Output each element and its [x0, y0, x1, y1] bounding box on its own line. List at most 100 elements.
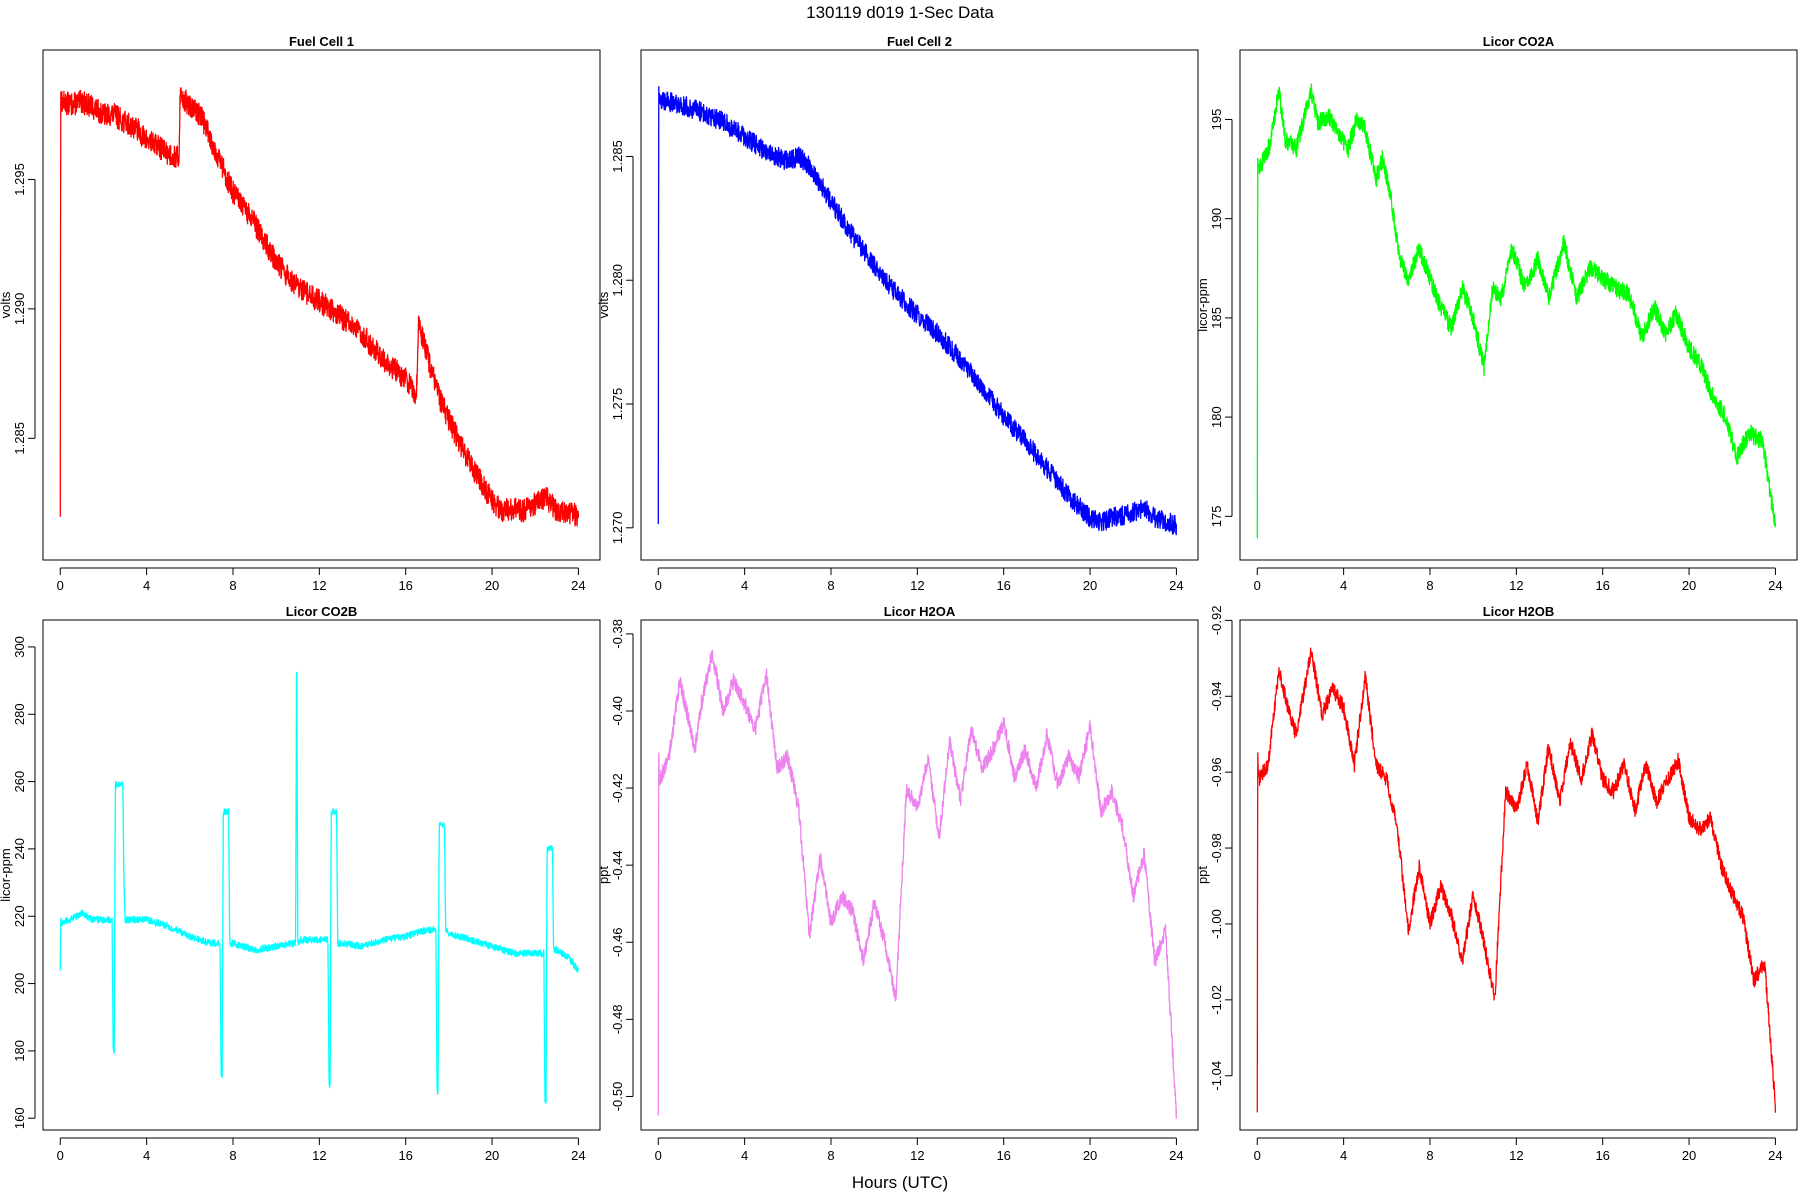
fuel-cell-2-x-tick-label: 12: [910, 578, 924, 593]
licor-h2ob-x-tick-label: 0: [1254, 1148, 1261, 1163]
licor-co2a-x-tick-label: 4: [1340, 578, 1347, 593]
licor-co2a-x-tick-label: 24: [1768, 578, 1782, 593]
licor-co2b-x-tick-label: 24: [571, 1148, 585, 1163]
licor-co2a-y-tick-label: 180: [1209, 406, 1224, 428]
licor-h2ob-x-tick-label: 12: [1509, 1148, 1523, 1163]
licor-co2a-y-tick-label: 195: [1209, 109, 1224, 131]
licor-h2ob-title: Licor H2OB: [1483, 604, 1555, 619]
licor-h2oa-y-tick-label: -0.48: [610, 1005, 625, 1035]
fuel-cell-1-x-tick-label: 20: [485, 578, 499, 593]
fuel-cell-2-title: Fuel Cell 2: [887, 34, 952, 49]
licor-co2b-y-tick-label: 180: [12, 1040, 27, 1062]
fuel-cell-2-y-tick-label: 1.270: [610, 512, 625, 545]
licor-h2ob-x-tick-label: 20: [1682, 1148, 1696, 1163]
fuel-cell-1-x-tick-label: 0: [57, 578, 64, 593]
fuel-cell-1-y-tick-label: 1.285: [12, 422, 27, 455]
licor-h2oa-y-tick-label: -0.50: [610, 1082, 625, 1112]
fuel-cell-2-y-tick-label: 1.280: [610, 264, 625, 297]
panel-fuel-cell-1: Fuel Cell 1 volts 0 4 8 12 16 20 24 1.285 1.290 1.2…: [0, 34, 601, 593]
fuel-cell-2-x-tick-label: 24: [1169, 578, 1183, 593]
licor-h2ob-x-tick-label: 4: [1340, 1148, 1347, 1163]
licor-co2b-x-tick-label: 0: [57, 1148, 64, 1163]
fuel-cell-1-title: Fuel Cell 1: [289, 34, 354, 49]
licor-h2oa-y-tick-label: -0.42: [610, 773, 625, 803]
licor-co2a-y-tick-label: 175: [1209, 505, 1224, 527]
fuel-cell-1-x-tick-label: 4: [143, 578, 150, 593]
licor-co2b-y-tick-label: 220: [12, 905, 27, 927]
licor-co2a-x-tick-label: 8: [1426, 578, 1433, 593]
licor-co2b-series-line: [59, 671, 579, 1104]
panel-licor-h2ob: Licor H2OB ppt 0 4 8 12 16 20 24 -1.04 -1.02 -1.00 -…: [1195, 604, 1798, 1163]
fuel-cell-2-x-tick-label: 8: [827, 578, 834, 593]
fuel-cell-2-plot-frame: [640, 49, 1199, 561]
licor-co2b-plot-frame: [42, 619, 601, 1131]
fuel-cell-2-x-tick-label: 0: [655, 578, 662, 593]
fuel-cell-1-plot-frame: [42, 49, 601, 561]
fuel-cell-2-x-tick-label: 16: [996, 578, 1010, 593]
fuel-cell-1-y-tick-label: 1.295: [12, 163, 27, 196]
fuel-cell-1-y-tick-label: 1.290: [12, 293, 27, 326]
licor-h2oa-x-tick-label: 24: [1169, 1148, 1183, 1163]
licor-h2ob-y-tick-label: -1.02: [1209, 985, 1224, 1015]
licor-co2b-y-tick-label: 260: [12, 771, 27, 793]
licor-co2a-x-tick-label: 12: [1509, 578, 1523, 593]
licor-co2a-y-axis-label: licor-ppm: [1195, 278, 1210, 331]
licor-co2b-x-tick-label: 4: [143, 1148, 150, 1163]
licor-co2b-x-tick-label: 20: [485, 1148, 499, 1163]
fuel-cell-1-x-tick-label: 12: [312, 578, 326, 593]
fuel-cell-2-series-line: [657, 86, 1178, 536]
licor-h2ob-series-line: [1256, 647, 1777, 1113]
licor-h2oa-x-tick-label: 4: [741, 1148, 748, 1163]
licor-h2oa-y-axis-label: ppt: [596, 866, 611, 884]
panel-licor-co2a: Licor CO2A licor-ppm 0 4 8 12 16 20 24 175 180 185 1…: [1195, 34, 1798, 593]
licor-h2oa-y-tick-label: -0.40: [610, 696, 625, 726]
panel-licor-h2oa: Licor H2OA ppt 0 4 8 12 16 20 24 -0.50 -0.48 -0.46 -…: [596, 604, 1199, 1163]
licor-h2ob-y-tick-label: -0.92: [1209, 606, 1224, 636]
fuel-cell-2-y-tick-label: 1.275: [610, 388, 625, 421]
licor-h2oa-y-tick-label: -0.46: [610, 927, 625, 957]
licor-h2ob-y-axis-label: ppt: [1195, 866, 1210, 884]
licor-h2ob-plot-frame: [1239, 619, 1798, 1131]
licor-h2oa-x-tick-label: 0: [655, 1148, 662, 1163]
licor-h2ob-y-tick-label: -1.04: [1209, 1061, 1224, 1091]
licor-h2ob-x-tick-label: 8: [1426, 1148, 1433, 1163]
licor-co2b-title: Licor CO2B: [286, 604, 358, 619]
licor-co2b-y-tick-label: 200: [12, 973, 27, 995]
licor-co2a-title: Licor CO2A: [1483, 34, 1555, 49]
fuel-cell-1-x-tick-label: 24: [571, 578, 585, 593]
fuel-cell-1-series-line: [59, 87, 580, 527]
licor-h2ob-y-tick-label: -0.96: [1209, 757, 1224, 787]
licor-h2oa-x-tick-label: 20: [1083, 1148, 1097, 1163]
fuel-cell-2-y-tick-label: 1.285: [610, 140, 625, 173]
licor-h2oa-plot-frame: [640, 619, 1199, 1131]
licor-h2ob-y-tick-label: -0.94: [1209, 681, 1224, 711]
licor-h2oa-x-tick-label: 16: [996, 1148, 1010, 1163]
licor-co2b-y-tick-label: 280: [12, 703, 27, 725]
panel-licor-co2b: Licor CO2B licor-ppm 0 4 8 12 16 20 24 160 180 200 2…: [0, 604, 601, 1163]
licor-h2oa-y-tick-label: -0.44: [610, 850, 625, 880]
licor-co2a-x-tick-label: 0: [1254, 578, 1261, 593]
licor-co2a-y-tick-label: 190: [1209, 208, 1224, 230]
licor-co2b-x-tick-label: 8: [229, 1148, 236, 1163]
licor-h2oa-x-tick-label: 12: [910, 1148, 924, 1163]
licor-h2ob-y-tick-label: -1.00: [1209, 909, 1224, 939]
fuel-cell-2-x-tick-label: 4: [741, 578, 748, 593]
licor-h2oa-title: Licor H2OA: [884, 604, 956, 619]
fuel-cell-2-y-axis-label: volts: [596, 291, 611, 318]
licor-co2b-y-tick-label: 160: [12, 1107, 27, 1129]
licor-h2ob-x-tick-label: 16: [1595, 1148, 1609, 1163]
fuel-cell-1-x-tick-label: 16: [398, 578, 412, 593]
licor-co2b-y-tick-label: 240: [12, 838, 27, 860]
panel-fuel-cell-2: Fuel Cell 2 volts 0 4 8 12 16 20 24 1.270 1.275 1.2…: [596, 34, 1199, 593]
licor-co2b-x-tick-label: 16: [398, 1148, 412, 1163]
fuel-cell-1-y-axis-label: volts: [0, 291, 13, 318]
licor-co2b-y-tick-label: 300: [12, 636, 27, 658]
fuel-cell-2-x-tick-label: 20: [1083, 578, 1097, 593]
licor-co2b-x-tick-label: 12: [312, 1148, 326, 1163]
licor-h2oa-series-line: [657, 649, 1178, 1120]
licor-h2ob-x-tick-label: 24: [1768, 1148, 1782, 1163]
figure-x-axis-label: Hours (UTC): [852, 1173, 948, 1192]
licor-co2b-y-axis-label: licor-ppm: [0, 848, 13, 901]
licor-h2oa-x-tick-label: 8: [827, 1148, 834, 1163]
